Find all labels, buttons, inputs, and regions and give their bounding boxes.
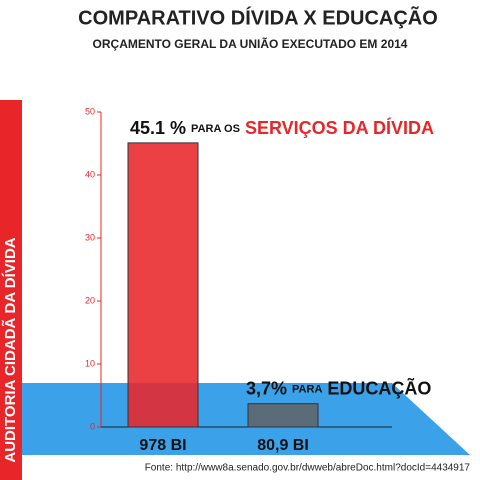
source: Fonte: http://www8a.senado.gov.br/dwweb/… [145, 463, 471, 474]
annotation: 45.1 % PARA OS SERVIÇOS DA DÍVIDA [130, 117, 434, 138]
annotation-small: PARA OS [191, 123, 240, 135]
bar [247, 403, 319, 428]
x-tick-label: 978 BI [139, 437, 186, 454]
y-tick-label: 0 [90, 421, 95, 431]
value-label: 45.1 % [130, 118, 186, 138]
y-tick-label: 30 [85, 232, 95, 242]
x-tick-label: 80,9 BI [257, 437, 309, 454]
annotation-big: SERVIÇOS DA DÍVIDA [245, 117, 434, 138]
side-strip [0, 100, 22, 480]
annotation-big: EDUCAÇÃO [327, 377, 431, 398]
value-label: 3,7% [246, 378, 287, 398]
annotation-small: PARA [292, 384, 322, 396]
chart-subtitle: ORÇAMENTO GERAL DA UNIÃO EXECUTADO EM 20… [93, 36, 408, 51]
y-tick-label: 40 [85, 169, 95, 179]
y-tick-label: 50 [85, 106, 95, 116]
chart-title: COMPARATIVO DÍVIDA X EDUCAÇÃO [78, 6, 438, 29]
y-tick-label: 20 [85, 295, 95, 305]
bar [127, 142, 199, 428]
annotation: 3,7% PARA EDUCAÇÃO [246, 377, 431, 398]
side-label: AUDITORIA CIDADÃ DA DÍVIDA [1, 237, 19, 462]
y-tick-label: 10 [85, 358, 95, 368]
